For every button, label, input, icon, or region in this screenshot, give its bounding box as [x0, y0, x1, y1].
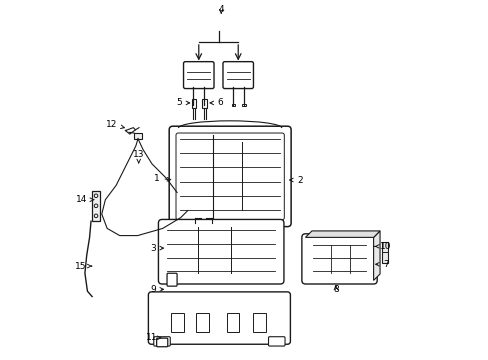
Bar	[226, 313, 239, 332]
Text: 7: 7	[375, 260, 388, 269]
Bar	[253, 313, 265, 332]
Text: 11: 11	[145, 333, 161, 342]
Bar	[191, 99, 196, 108]
Text: 8: 8	[332, 285, 338, 294]
Bar	[381, 242, 387, 263]
FancyBboxPatch shape	[148, 292, 290, 344]
FancyBboxPatch shape	[167, 273, 177, 286]
Text: 6: 6	[209, 98, 223, 107]
Bar	[171, 313, 183, 332]
FancyBboxPatch shape	[183, 62, 214, 89]
FancyBboxPatch shape	[223, 62, 253, 89]
Text: 5: 5	[176, 98, 189, 107]
Polygon shape	[305, 231, 379, 237]
Text: 12: 12	[106, 120, 124, 129]
Text: 1: 1	[153, 174, 170, 183]
Text: 14: 14	[76, 195, 94, 204]
Text: 3: 3	[150, 244, 163, 253]
Bar	[202, 99, 206, 108]
FancyBboxPatch shape	[158, 220, 284, 284]
FancyBboxPatch shape	[153, 337, 170, 346]
Text: 13: 13	[133, 150, 144, 163]
FancyBboxPatch shape	[169, 126, 290, 226]
Bar	[192, 104, 195, 107]
Text: 10: 10	[374, 242, 391, 251]
FancyBboxPatch shape	[268, 337, 285, 346]
Bar	[196, 313, 208, 332]
Bar	[203, 104, 206, 107]
Bar	[92, 191, 100, 221]
Bar	[231, 104, 235, 107]
Text: 9: 9	[150, 285, 163, 294]
Text: 15: 15	[74, 262, 91, 271]
FancyBboxPatch shape	[176, 133, 284, 220]
Bar	[134, 133, 142, 139]
FancyBboxPatch shape	[156, 338, 167, 347]
Text: 4: 4	[218, 5, 224, 14]
FancyBboxPatch shape	[301, 234, 376, 284]
Text: 2: 2	[289, 176, 302, 185]
Polygon shape	[373, 231, 379, 280]
Bar	[242, 104, 245, 107]
